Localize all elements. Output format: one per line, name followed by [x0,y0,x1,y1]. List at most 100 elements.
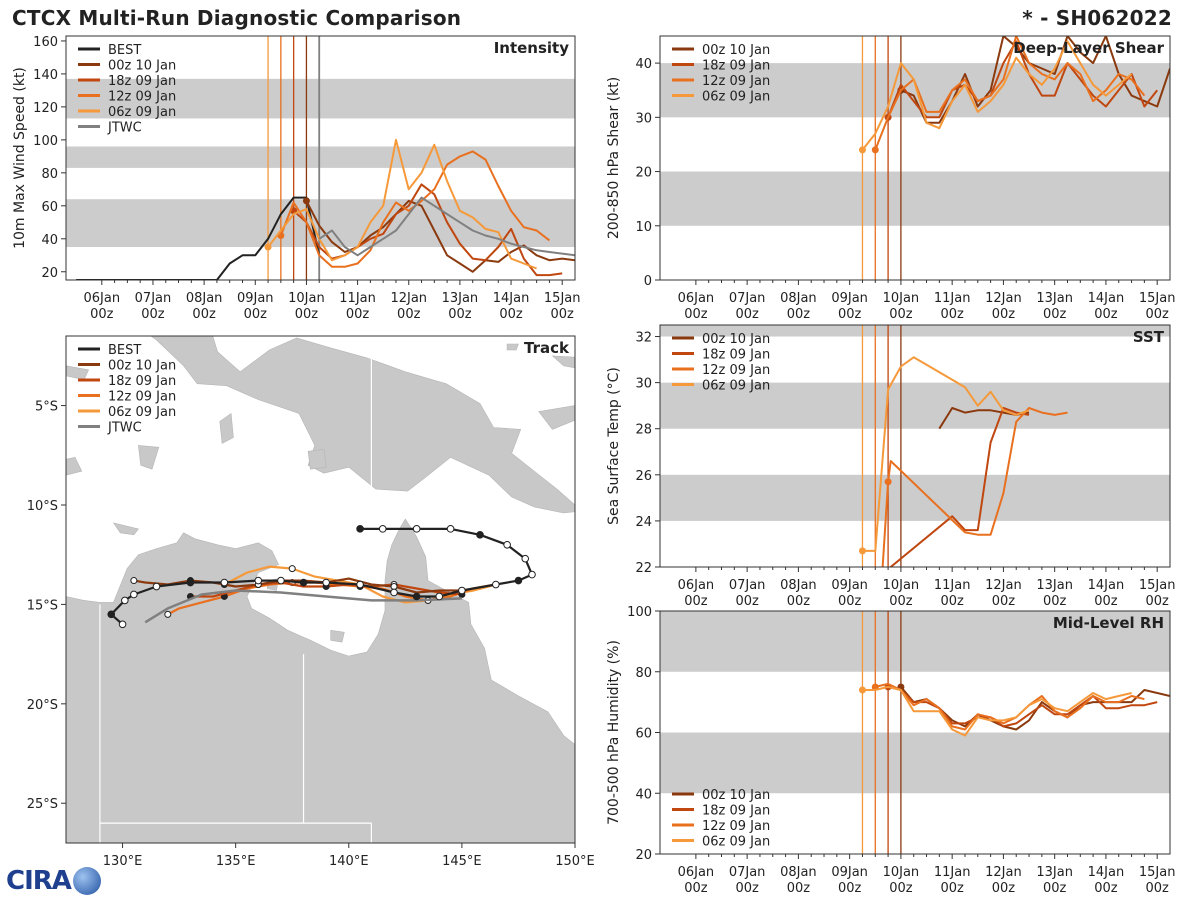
track-legend-12z-09-jan: 12z 09 Jan [108,390,176,405]
track-point-00z-10-jan [130,577,138,585]
rh-series-12z-09-jan [875,682,1145,731]
intensity-x-tick-hour: 00z [346,307,370,322]
rh-x-tick-label: 14Jan [1088,865,1125,880]
shear-x-tick-hour: 00z [684,307,708,322]
shear-x-tick-hour: 00z [992,307,1016,322]
rh-x-tick-label: 11Jan [934,865,971,880]
intensity-point-06z-09-jan [264,243,272,251]
sst-panel-title: SST [1133,328,1165,346]
rh-x-tick-label: 06Jan [678,865,715,880]
intensity-series-00z-10-jan [305,199,575,273]
sst-y-tick-label: 28 [635,423,652,438]
intensity-x-tick-hour: 00z [551,307,575,322]
track-y-tick-label: 10°S [27,499,58,514]
intensity-point-00z-10-jan [302,197,310,205]
shear-series-group [858,36,1170,154]
shear-legend-12z-09-jan: 12z 09 Jan [702,74,770,89]
sst-x-tick-label: 12Jan [985,578,1022,593]
sst-band [660,474,1170,521]
shear-x-tick-label: 15Jan [1139,291,1176,306]
sst-legend-18z-09-jan: 18z 09 Jan [702,348,770,363]
track-y-tick-label: 20°S [27,698,58,713]
intensity-y-tick-label: 20 [41,266,58,281]
rh-x-tick-label: 12Jan [985,865,1022,880]
shear-x-tick-hour: 00z [1145,307,1169,322]
best-track-point [118,620,127,629]
best-track-point [356,580,364,589]
sst-y-axis-label: Sea Surface Temp (°C) [606,367,622,525]
intensity-y-tick-label: 100 [33,134,58,149]
shear-x-tick-hour: 00z [1043,307,1067,322]
mornington-island [330,629,345,643]
intensity-y-tick-label: 140 [33,68,58,83]
rh-panel: 06Jan00z07Jan00z08Jan00z09Jan00z10Jan00z… [606,605,1175,896]
cira-logo-mark: CIRA [6,866,72,896]
intensity-x-tick-hour: 00z [448,307,472,322]
shear-legend-00z-10-jan: 00z 10 Jan [702,43,770,58]
intensity-x-tick-label: 14Jan [493,291,530,306]
intensity-x-tick-label: 08Jan [186,291,223,306]
track-point-06z-09-jan [288,565,296,573]
shear-x-tick-hour: 00z [940,307,964,322]
sst-x-tick-label: 11Jan [934,578,971,593]
rh-band [660,611,1170,672]
intensity-panel: 06Jan00z07Jan00z08Jan00z09Jan00z10Jan00z… [12,35,581,322]
shear-x-tick-label: 09Jan [831,291,868,306]
sst-series-group [858,356,1068,567]
sst-y-tick-label: 26 [635,469,652,484]
rh-x-tick-label: 13Jan [1036,865,1073,880]
shear-legend-18z-09-jan: 18z 09 Jan [702,59,770,74]
track-legend-best: BEST [108,343,141,358]
track-legend-00z-10-jan: 00z 10 Jan [108,359,176,374]
best-track-point [476,531,484,539]
intensity-legend-00z-10-jan: 00z 10 Jan [108,59,176,74]
intensity-series-jtwc [318,196,575,257]
sst-x-tick-hour: 00z [1145,594,1169,609]
rh-band [660,732,1170,794]
best-track-point [356,525,364,533]
rh-legend-06z-09-jan: 06z 09 Jan [702,835,770,850]
track-y-tick-label: 5°S [35,400,58,415]
shear-point-06z-09-jan [858,146,866,154]
intensity-legend-best: BEST [108,43,141,58]
best-track-point [514,576,523,585]
sst-band [660,325,1170,337]
sst-band [660,382,1170,429]
globe-icon [72,867,101,895]
track-legend-06z-09-jan: 06z 09 Jan [108,405,176,420]
intensity-band [66,78,575,119]
sst-frame [659,324,1171,568]
intensity-x-tick-label: 11Jan [339,291,376,306]
intensity-panel-title: Intensity [494,39,570,57]
shear-x-tick-label: 08Jan [780,291,817,306]
chart-title: CTCX Multi-Run Diagnostic Comparison [12,6,462,30]
shear-series-06z-09-jan [861,40,1133,151]
intensity-y-tick-label: 120 [33,101,58,116]
new-ireland [551,355,575,369]
sst-series-12z-09-jan [881,407,1068,567]
best-track-point [299,578,308,587]
new-britain [538,405,575,430]
intensity-x-tick-hour: 00z [499,307,523,322]
track-x-tick-label: 140°E [329,854,369,869]
track-x-tick-label: 150°E [555,854,595,869]
storm-id: * - SH062022 [1022,6,1172,30]
intensity-legend-06z-09-jan: 06z 09 Jan [108,105,176,120]
intensity-series-group [76,138,575,280]
intensity-x-tick-hour: 00z [141,307,165,322]
intensity-legend-jtwc: JTWC [107,121,142,136]
shear-x-tick-label: 12Jan [985,291,1022,306]
track-x-tick-label: 145°E [442,854,482,869]
best-track-point [254,576,263,585]
sst-legend-12z-09-jan: 12z 09 Jan [702,363,770,378]
rh-x-tick-label: 09Jan [831,865,868,880]
sst-x-tick-label: 09Jan [831,578,868,593]
best-track-point [322,578,330,587]
shear-series-00z-10-jan [900,36,1170,124]
best-track-point [458,586,466,595]
best-track-point [412,592,421,601]
sst-x-tick-hour: 00z [735,594,759,609]
rh-x-tick-hour: 00z [992,881,1016,896]
best-track-point [390,588,398,597]
best-track-point [412,525,421,533]
